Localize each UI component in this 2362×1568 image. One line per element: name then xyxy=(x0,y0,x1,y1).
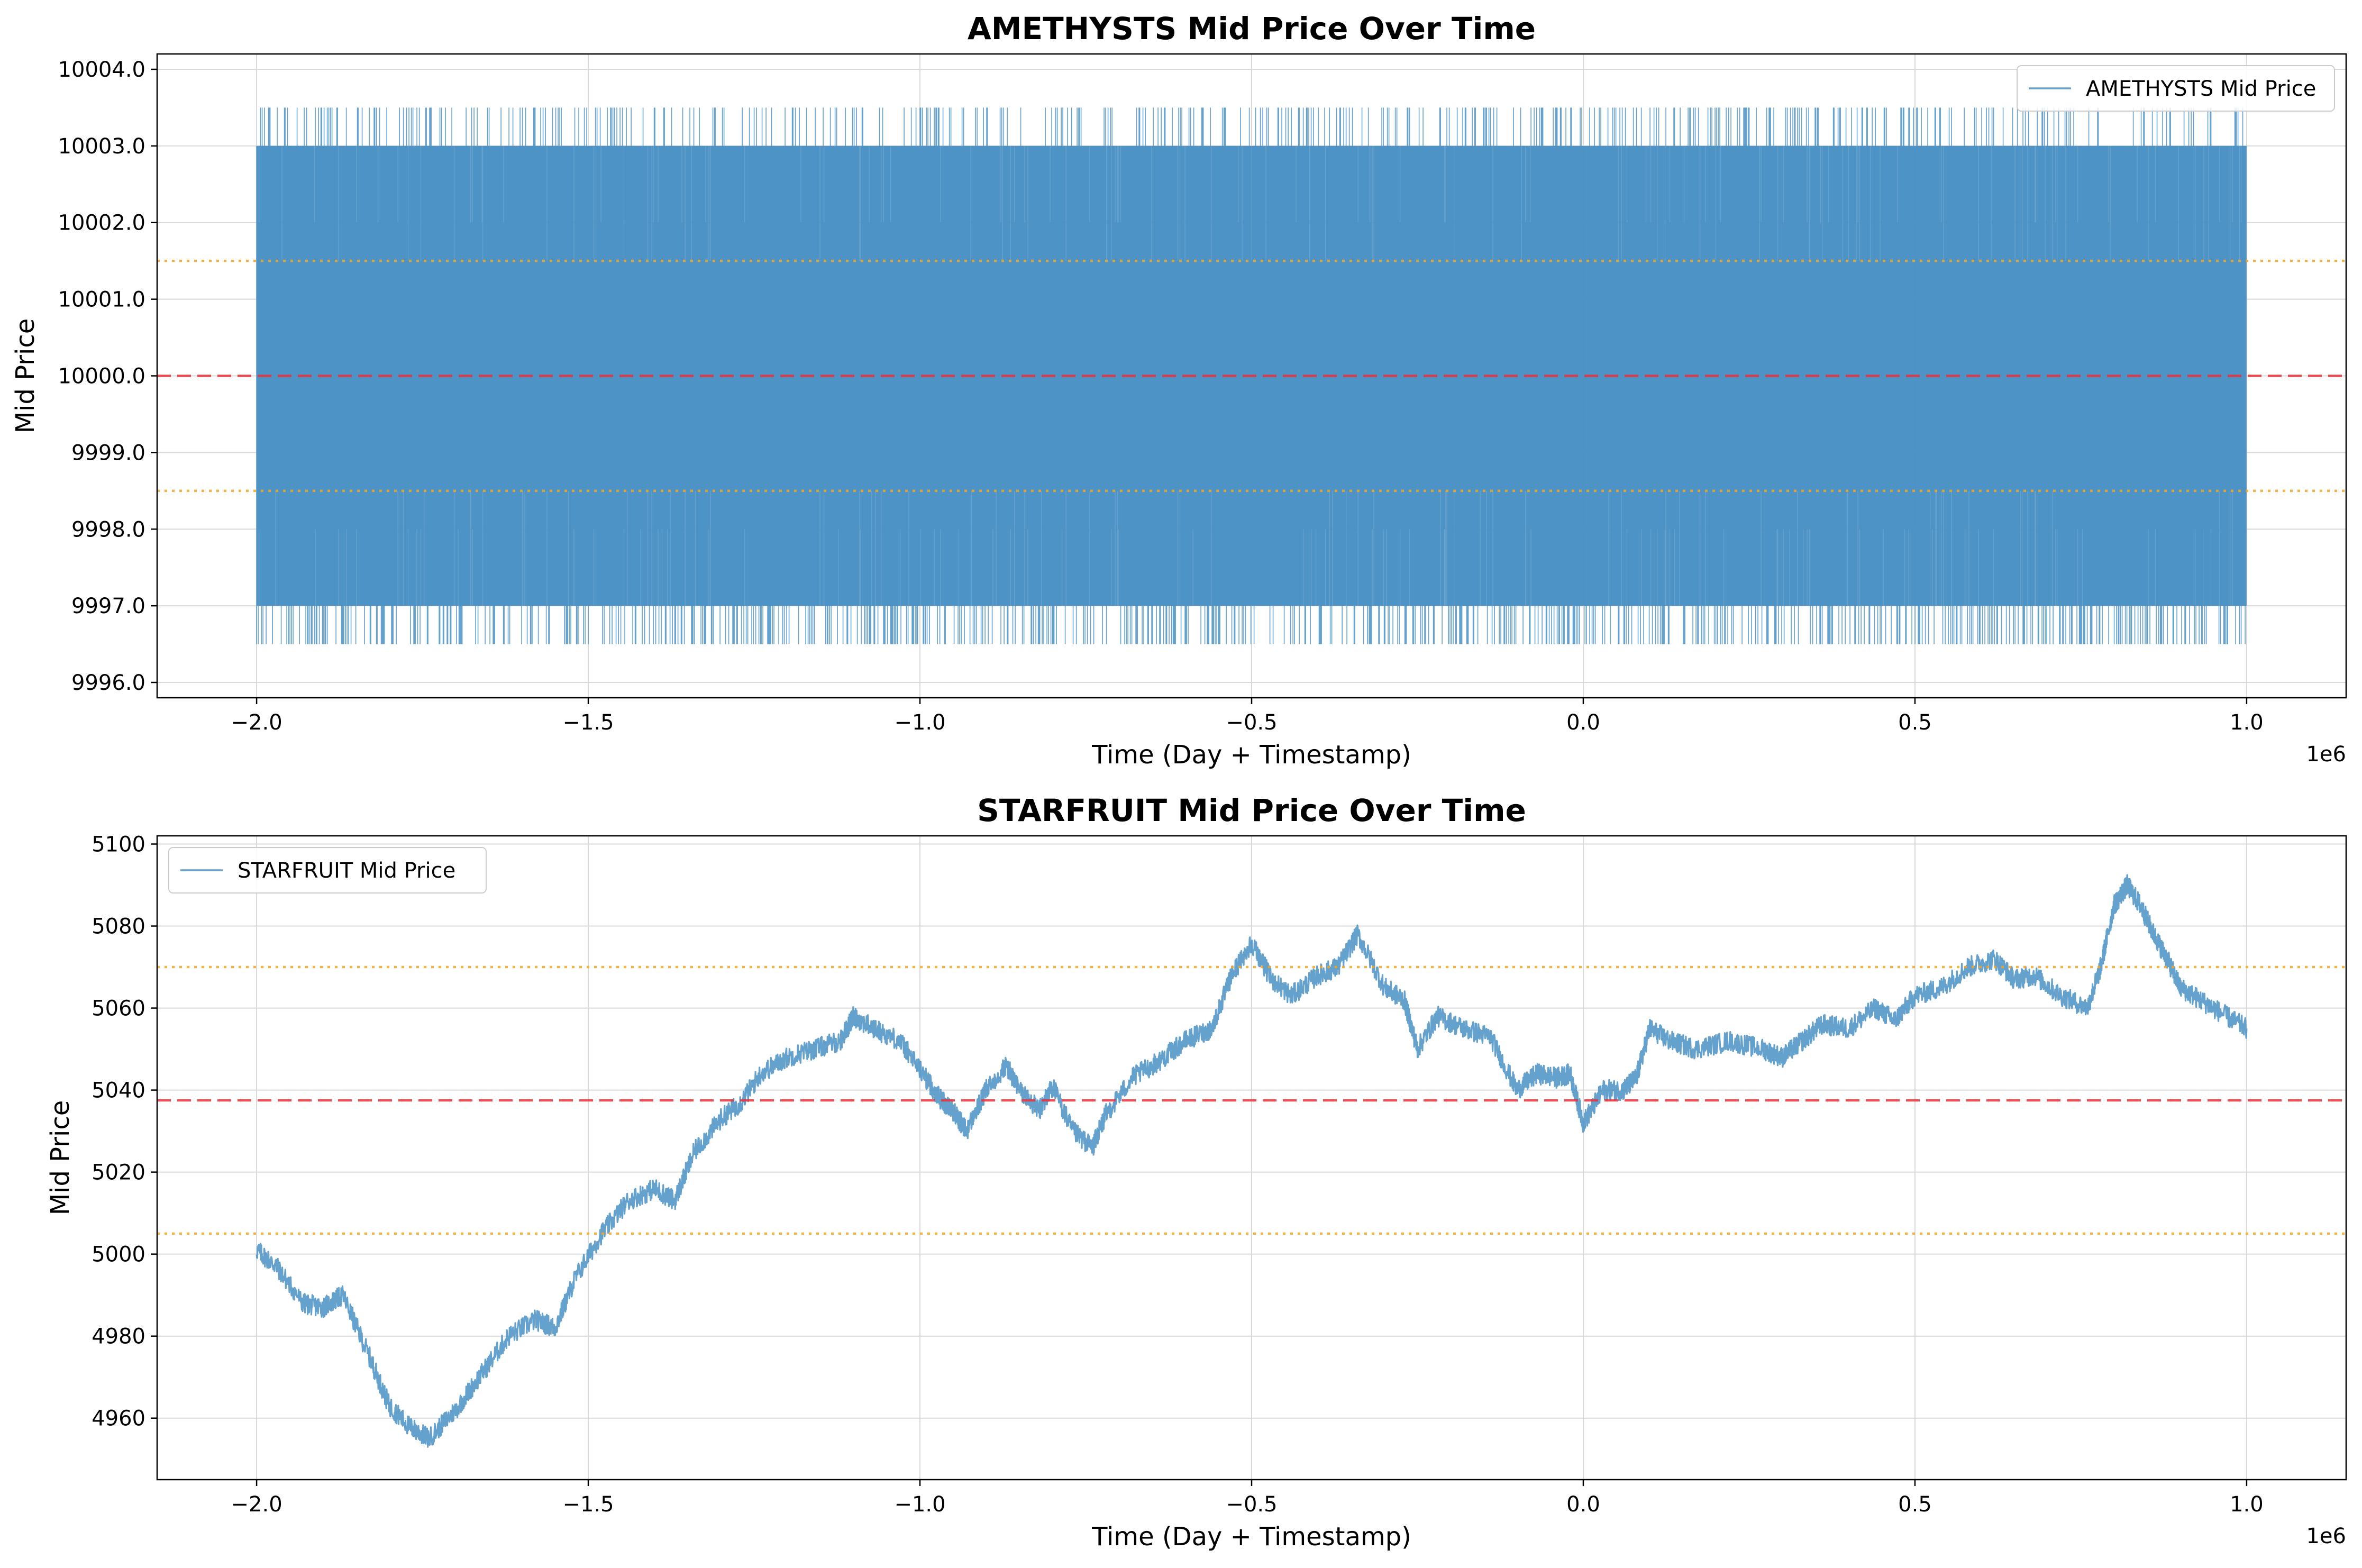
y-tick-label: 10004.0 xyxy=(58,58,145,82)
legend-label: STARFRUIT Mid Price xyxy=(238,859,455,883)
x-tick-label: 1.0 xyxy=(2230,1492,2264,1517)
y-tick-label: 4960 xyxy=(92,1407,145,1431)
x-axis-label: Time (Day + Timestamp) xyxy=(1091,740,1411,770)
x-tick-label: −1.5 xyxy=(562,1492,614,1517)
y-tick-label: 5060 xyxy=(92,997,145,1021)
y-tick-label: 5100 xyxy=(92,833,145,857)
y-tick-label: 5020 xyxy=(92,1161,145,1185)
legend: STARFRUIT Mid Price xyxy=(168,847,487,894)
x-axis-label: Time (Day + Timestamp) xyxy=(1091,1522,1411,1552)
y-tick-label: 5040 xyxy=(92,1079,145,1103)
y-tick-label: 9996.0 xyxy=(71,671,145,695)
y-tick-label: 10002.0 xyxy=(58,211,145,235)
series-line xyxy=(256,874,2248,1448)
x-tick-label: −1.0 xyxy=(894,1492,945,1517)
legend-label: AMETHYSTS Mid Price xyxy=(2086,77,2316,101)
x-tick-label: 0.0 xyxy=(1566,710,1600,735)
x-tick-label: 0.5 xyxy=(1898,1492,1932,1517)
x-tick-label: 1.0 xyxy=(2230,710,2264,735)
x-tick-label: 0.0 xyxy=(1566,1492,1600,1517)
x-tick-label: −2.0 xyxy=(231,1492,282,1517)
y-tick-label: 10001.0 xyxy=(58,288,145,312)
x-offset-label: 1e6 xyxy=(2306,1524,2346,1548)
y-tick-label: 9997.0 xyxy=(71,594,145,618)
subplot-1: −2.0 −1.5 −1.0 −0.5 0.0 0.5 1.0 9996.0 9997.0 999… xyxy=(11,11,2347,770)
series-group xyxy=(256,874,2248,1448)
series-line xyxy=(256,107,2247,644)
legend-box xyxy=(168,847,487,894)
x-tick-label: −0.5 xyxy=(1226,710,1277,735)
y-tick-label: 10003.0 xyxy=(58,134,145,159)
x-tick-label: −1.5 xyxy=(562,710,614,735)
subplot-2: −2.0 −1.5 −1.0 −0.5 0.0 0.5 1.0 4960 4980 5000 502… xyxy=(45,792,2347,1552)
x-tick-label: −2.0 xyxy=(231,710,282,735)
y-axis-label: Mid Price xyxy=(11,318,40,434)
y-tick-label: 9998.0 xyxy=(71,517,145,542)
legend-box xyxy=(2017,65,2335,112)
x-tick-label: 0.5 xyxy=(1898,710,1932,735)
y-axis-label: Mid Price xyxy=(45,1100,75,1216)
legend: AMETHYSTS Mid Price xyxy=(2017,65,2335,112)
y-tick-label: 5080 xyxy=(92,915,145,939)
y-tick-label: 10000.0 xyxy=(58,364,145,389)
grid xyxy=(157,836,2346,1480)
chart-title: AMETHYSTS Mid Price Over Time xyxy=(968,11,1536,47)
y-tick-label: 5000 xyxy=(92,1243,145,1267)
y-tick-label: 9999.0 xyxy=(71,441,145,465)
x-tick-label: −1.0 xyxy=(894,710,945,735)
x-tick-label: −0.5 xyxy=(1226,1492,1277,1517)
chart-title: STARFRUIT Mid Price Over Time xyxy=(977,792,1526,828)
x-offset-label: 1e6 xyxy=(2306,742,2346,767)
y-tick-label: 4980 xyxy=(92,1325,145,1349)
